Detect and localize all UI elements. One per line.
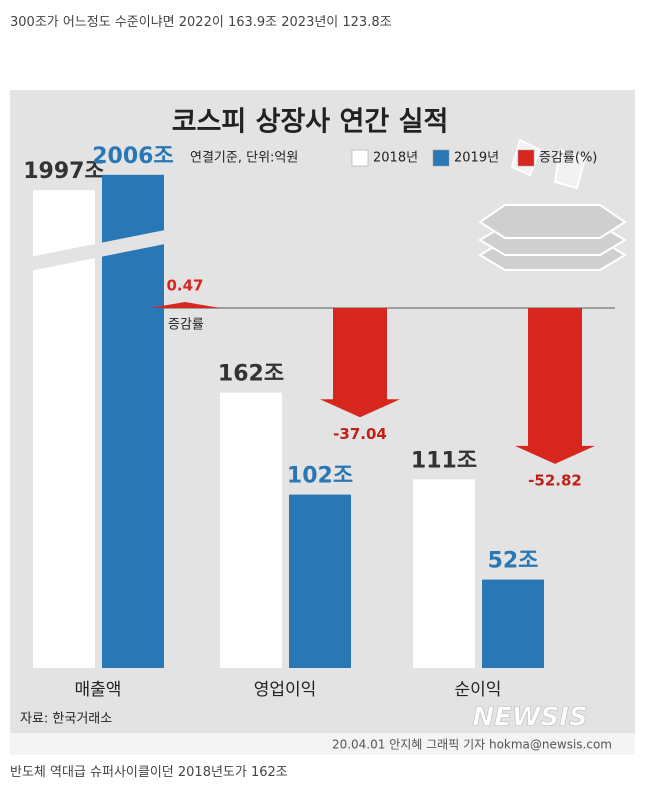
x-tick-label: 매출액	[75, 680, 122, 700]
x-tick-label: 영업이익	[254, 680, 317, 700]
credit-strip	[10, 733, 635, 755]
value-label: 162조	[218, 362, 284, 387]
legend-label: 2019년	[454, 151, 499, 166]
value-label: 2006조	[92, 144, 173, 169]
bar	[102, 174, 164, 669]
value-label: 52조	[488, 549, 539, 574]
change-arrow	[515, 308, 595, 464]
bar	[482, 579, 544, 668]
bar	[220, 392, 282, 668]
bar	[33, 190, 95, 668]
bottom-caption: 반도체 역대급 슈퍼사이클이던 2018년도가 162조	[10, 765, 288, 780]
credit: 20.04.01 안지혜 그래픽 기자 hokma@newsis.com	[332, 738, 612, 752]
change-arrow	[150, 302, 220, 308]
legend-swatch	[432, 149, 450, 167]
change-label: -52.82	[528, 471, 582, 489]
top-caption: 300조가 어느정도 수준이냐면 2022이 163.9조 2023년이 123…	[10, 15, 392, 30]
bar	[289, 494, 351, 668]
change-arrow	[320, 308, 400, 418]
legend-label: 2018년	[373, 151, 418, 166]
value-label: 111조	[411, 448, 477, 473]
value-label: 1997조	[23, 159, 104, 184]
change-label: -37.04	[333, 425, 387, 443]
change-label: 0.47	[166, 277, 203, 295]
chart-title: 코스피 상장사 연간 실적	[172, 107, 449, 138]
legend-label: 증감률(%)	[539, 151, 597, 166]
bar	[413, 479, 475, 668]
chart-subtitle: 연결기준, 단위:억원	[190, 151, 298, 166]
source: 자료: 한국거래소	[20, 712, 112, 727]
legend-swatch	[517, 149, 535, 167]
watermark: NEWSIS	[472, 703, 587, 733]
axis-break	[25, 228, 175, 272]
value-label: 102조	[287, 464, 353, 489]
annotation: 증감률	[168, 318, 204, 333]
x-tick-label: 순이익	[455, 680, 502, 700]
legend-swatch	[351, 149, 369, 167]
